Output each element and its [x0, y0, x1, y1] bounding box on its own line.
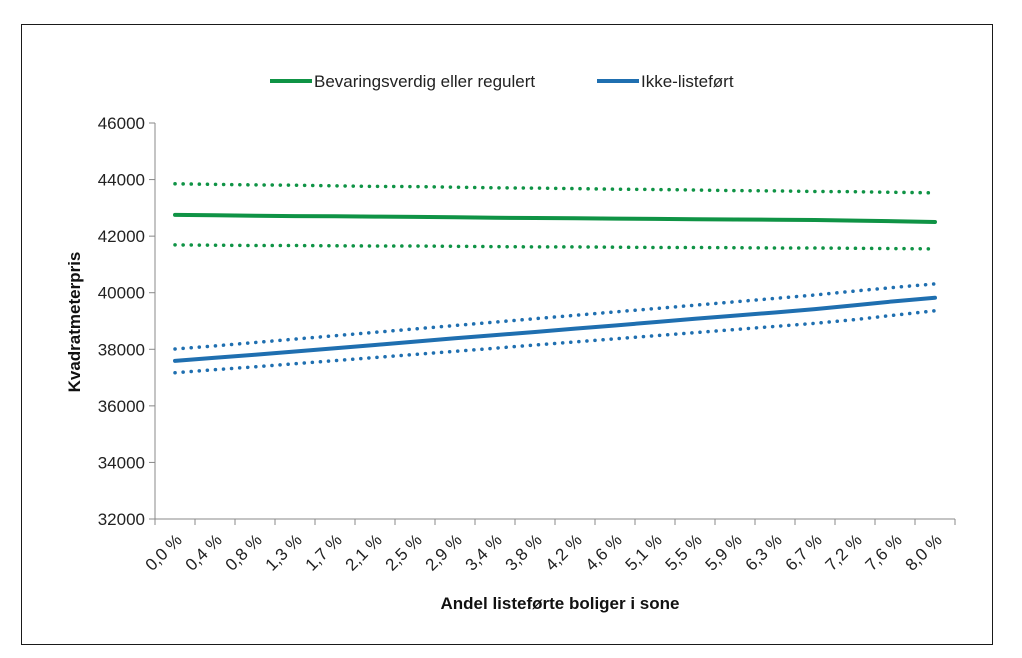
x-tick-label: 0,4 % — [182, 530, 226, 574]
y-tick-label: 34000 — [98, 453, 145, 472]
series-line-5 — [173, 309, 937, 375]
x-tick-label: 0,8 % — [222, 530, 266, 574]
legend: Bevaringsverdig eller regulert Ikke-list… — [270, 72, 734, 91]
y-axis: 32000 34000 36000 38000 40000 42000 44000 46000 — [98, 114, 156, 529]
y-tick-label: 40000 — [98, 284, 145, 303]
x-tick-label: 6,3 % — [742, 530, 786, 574]
x-tick-label: 3,4 % — [462, 530, 506, 574]
x-tick-label: 5,5 % — [662, 530, 706, 574]
x-tick-label: 1,3 % — [262, 530, 306, 574]
series-layer — [173, 182, 937, 375]
legend-label-bevaringsverdig: Bevaringsverdig eller regulert — [314, 72, 535, 91]
series-line-3 — [173, 295, 937, 363]
y-axis-title: Kvadratmeterpris — [65, 252, 84, 393]
series-line-4 — [173, 282, 937, 351]
x-tick-label: 5,1 % — [622, 530, 666, 574]
x-axis-title: Andel listeførte boliger i sone — [441, 594, 680, 613]
y-tick-label: 44000 — [98, 171, 145, 190]
y-tick-label: 38000 — [98, 340, 145, 359]
x-tick-label: 1,7 % — [302, 530, 346, 574]
x-tick-label: 2,9 % — [422, 530, 466, 574]
x-tick-label: 3,8 % — [502, 530, 546, 574]
series-line-2 — [173, 243, 937, 251]
y-tick-label: 42000 — [98, 227, 145, 246]
x-tick-label: 4,6 % — [582, 530, 626, 574]
x-tick-label: 2,5 % — [382, 530, 426, 574]
x-tick-label: 6,7 % — [782, 530, 826, 574]
x-tick-label: 0,0 % — [142, 530, 186, 574]
x-tick-label: 4,2 % — [542, 530, 586, 574]
legend-label-ikke-listefort: Ikke-listeført — [641, 72, 734, 91]
x-tick-label: 2,1 % — [342, 530, 386, 574]
y-tick-label: 36000 — [98, 397, 145, 416]
series-line-1 — [173, 182, 937, 195]
series-line-0 — [173, 212, 937, 224]
y-tick-label: 32000 — [98, 510, 145, 529]
x-tick-label: 7,2 % — [822, 530, 866, 574]
y-tick-label: 46000 — [98, 114, 145, 133]
x-tick-label: 5,9 % — [702, 530, 746, 574]
x-axis: 0,0 %0,4 %0,8 %1,3 %1,7 %2,1 %2,5 %2,9 %… — [142, 518, 956, 575]
x-tick-label: 7,6 % — [862, 530, 906, 574]
x-tick-label: 8,0 % — [902, 530, 946, 574]
